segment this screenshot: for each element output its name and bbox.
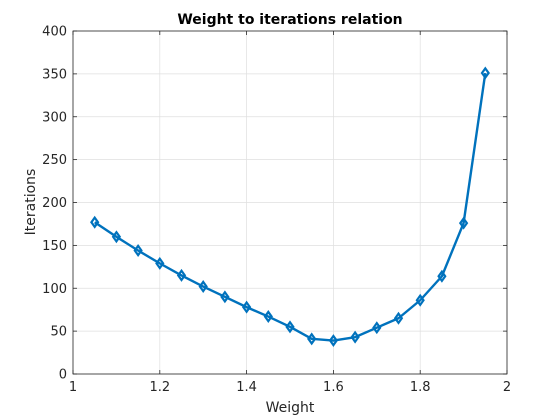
x-tick-label: 2 [503, 380, 511, 395]
data-point [198, 280, 208, 294]
data-point [241, 300, 252, 314]
data-point [285, 320, 295, 334]
data-point [220, 290, 230, 304]
data-point [415, 293, 425, 307]
series-layer [90, 66, 490, 348]
ticks: 1 1.2 1.4 1.6 1.8 2 0 50 100 150 200 250 300 350 400 [42, 25, 511, 396]
y-axis-label: Iterations [23, 169, 39, 236]
x-tick-label: 1.2 [149, 380, 170, 395]
data-point [307, 332, 317, 346]
x-axis-label: Weight [266, 400, 315, 416]
data-point [111, 230, 122, 244]
y-tick-label: 300 [42, 110, 67, 125]
data-point [263, 310, 273, 324]
data-point [350, 330, 360, 344]
data-point [155, 256, 165, 270]
y-tick-label: 0 [59, 368, 67, 383]
data-point [437, 269, 447, 283]
series-line [94, 72, 487, 342]
y-tick-label: 50 [50, 325, 67, 340]
data-point [393, 311, 404, 325]
y-tick-label: 200 [42, 196, 67, 211]
data-point [176, 268, 187, 282]
x-tick-label: 1.6 [323, 380, 344, 395]
x-tick-label: 1.4 [236, 380, 257, 395]
y-tick-label: 350 [42, 67, 67, 82]
y-tick-label: 150 [42, 239, 67, 254]
y-tick-label: 100 [42, 282, 67, 297]
x-tick-label: 1.8 [410, 380, 431, 395]
data-point [372, 321, 382, 335]
y-tick-label: 400 [42, 25, 67, 40]
data-point [458, 216, 469, 230]
chart-title: Weight to iterations relation [177, 12, 402, 28]
x-tick-label: 1 [69, 380, 77, 395]
data-point [133, 244, 143, 258]
data-point [90, 215, 100, 229]
data-point [328, 334, 339, 348]
y-tick-label: 250 [42, 153, 67, 168]
data-point [480, 66, 490, 80]
